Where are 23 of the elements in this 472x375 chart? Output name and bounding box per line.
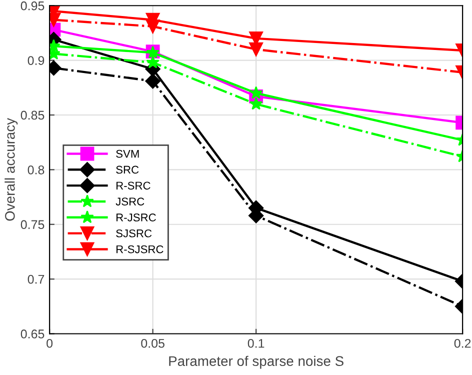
x-tick-label: 0.05: [141, 338, 164, 348]
legend-label: SRC: [116, 166, 139, 174]
legend-label: JSRC: [116, 198, 144, 206]
point: [146, 56, 160, 68]
y-tick-label: 0.65: [20, 330, 44, 338]
y-tick-label: 0.9: [28, 56, 44, 65]
x-tick-label: 0.1: [248, 338, 264, 348]
legend-label: R-SJSRC: [116, 245, 164, 254]
legend-label: SJSRC: [116, 229, 152, 238]
y-tick-label: 0.75: [20, 220, 44, 230]
y-tick-label: 0.8: [28, 165, 44, 174]
y-tick-label: 0.95: [20, 1, 44, 10]
legend-label: SVM: [116, 150, 139, 158]
x-tick-label: 0: [46, 338, 53, 348]
y-tick-label: 0.7: [28, 274, 44, 284]
point: [249, 42, 264, 56]
y-tick-label: 0.85: [20, 110, 44, 120]
legend-label: R-JSRC: [116, 214, 156, 222]
x-tick-label: 0.2: [454, 338, 471, 348]
legend-label: R-SRC: [116, 182, 150, 190]
y-axis-title: Overall accuracy: [4, 118, 18, 221]
x-axis-title: Parameter of sparse noise S: [169, 356, 344, 369]
point: [50, 39, 60, 52]
